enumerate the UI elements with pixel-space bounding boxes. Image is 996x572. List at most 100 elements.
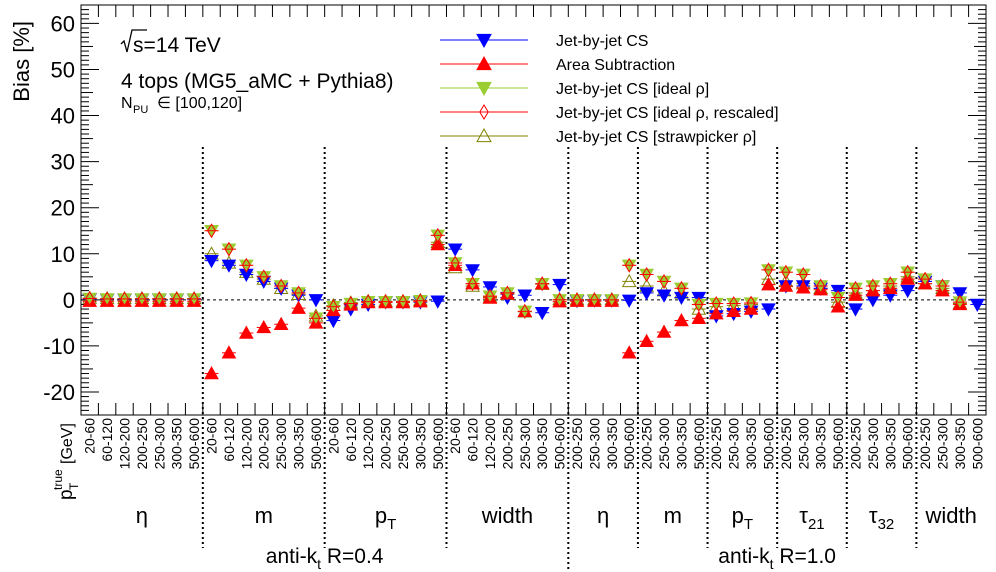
data-point — [172, 291, 182, 307]
x-category-label: 250-300 — [395, 418, 411, 470]
y-tick-label: 60 — [51, 11, 75, 36]
x-category-label: 300-350 — [743, 418, 759, 470]
data-point — [778, 278, 794, 292]
legend: Jet-by-jet CS Area Subtraction Jet-by-jet … — [440, 33, 779, 146]
energy-annotation: s=14 TeV — [120, 29, 221, 57]
y-tick-label: 10 — [51, 242, 75, 267]
group-separators — [201, 147, 918, 572]
data-point — [204, 254, 219, 269]
data-point — [621, 345, 637, 359]
x-category-label: 250-300 — [273, 418, 289, 470]
data-point — [520, 303, 530, 319]
x-category-label: 500-600 — [552, 418, 568, 470]
data-point — [659, 273, 669, 289]
energy-label: s=14 TeV — [133, 34, 221, 57]
data-point — [465, 264, 480, 278]
legend-label: Jet-by-jet CS [strawpicker ρ] — [556, 129, 756, 146]
legend-marker — [479, 104, 489, 120]
x-axis: 20-60 60-120 120-200 200-250 250-300 300-350 5… — [80, 5, 987, 470]
legend-label: Area Subtraction — [556, 57, 675, 74]
data-point — [363, 294, 373, 310]
x-category-label: 300-350 — [604, 418, 620, 470]
data-point — [450, 255, 460, 271]
x-category-label: 300-350 — [882, 418, 898, 470]
data-point — [398, 294, 408, 310]
x-category-label: 120-200 — [238, 418, 254, 470]
data-point — [833, 290, 843, 305]
x-category-label: 200-250 — [499, 418, 515, 470]
data-point — [656, 324, 672, 338]
y-axis: -20 -10 0 10 20 30 40 50 60 — [43, 4, 986, 416]
legend-marker — [476, 127, 492, 143]
x-category-label: 250-300 — [726, 418, 742, 470]
x-category-label: 250-300 — [586, 418, 602, 470]
x-category-label: 200-250 — [134, 418, 150, 470]
data-point — [241, 257, 251, 273]
supergroup-labels: anti-kt R=0.4 anti-kt R=1.0 — [266, 545, 836, 572]
data-point — [221, 259, 237, 273]
data-point — [102, 291, 112, 307]
x-category-label: 120-200 — [117, 418, 133, 470]
group-label: η — [136, 503, 148, 528]
data-point — [624, 257, 634, 273]
group-label: m — [664, 503, 682, 528]
data-point — [761, 303, 776, 317]
data-point — [555, 292, 565, 308]
data-point — [868, 278, 878, 294]
data-point — [154, 291, 164, 307]
x-category-label: 500-600 — [186, 418, 202, 470]
data-point — [761, 277, 776, 291]
group-labels: η m pT width η m pT τ21 τ32 width — [136, 503, 977, 533]
x-category-label: 250-300 — [865, 418, 881, 470]
group-label: pT — [375, 503, 396, 533]
data-point — [502, 285, 512, 301]
x-category-label: 500-600 — [308, 418, 324, 470]
x-category-label: 200-250 — [639, 418, 655, 470]
supergroup-label: anti-kt R=0.4 — [266, 545, 384, 572]
legend-label: Jet-by-jet CS [ideal ρ, rescaled] — [556, 105, 779, 122]
data-point — [746, 295, 756, 311]
x-title-unit: [GeV] — [59, 423, 76, 464]
x-category-label: 250-300 — [151, 418, 167, 470]
data-point — [798, 267, 808, 282]
x-title-sup: true — [51, 469, 65, 490]
y-tick-label: -10 — [43, 334, 75, 359]
x-category-label: 500-600 — [430, 418, 446, 470]
x-category-label: 60-120 — [465, 418, 481, 462]
data-point — [137, 291, 147, 307]
group-label: width — [481, 503, 533, 528]
data-point — [955, 294, 965, 310]
x-category-label: 250-300 — [656, 418, 672, 470]
data-point — [639, 333, 654, 347]
data-point — [433, 227, 443, 243]
data-point — [552, 278, 567, 293]
x-category-label: 250-300 — [517, 418, 533, 470]
data-point — [763, 262, 773, 278]
data-point — [816, 278, 826, 294]
data-point — [607, 292, 617, 308]
data-point — [621, 294, 637, 308]
x-category-label: 20-60 — [325, 418, 341, 454]
x-category-label: 20-60 — [447, 418, 463, 454]
data-point — [381, 294, 391, 310]
data-point — [517, 289, 533, 303]
x-category-label: 200-250 — [256, 418, 272, 470]
data-point — [694, 296, 704, 312]
series-layer — [82, 223, 985, 380]
data-point — [642, 267, 652, 282]
legend-marker — [476, 33, 492, 49]
data-point — [729, 296, 739, 311]
data-point — [189, 291, 199, 307]
data-point — [85, 290, 95, 306]
x-category-label: 200-250 — [708, 418, 724, 470]
x-category-label: 300-350 — [291, 418, 307, 470]
x-title-sub: T — [67, 482, 81, 490]
x-category-label: 300-350 — [169, 418, 185, 470]
legend-label: Jet-by-jet CS [ideal ρ] — [556, 81, 709, 98]
data-point — [485, 288, 495, 304]
x-category-label: 120-200 — [482, 418, 498, 470]
data-point — [447, 243, 463, 257]
data-point — [572, 292, 582, 308]
data-point — [534, 307, 550, 321]
